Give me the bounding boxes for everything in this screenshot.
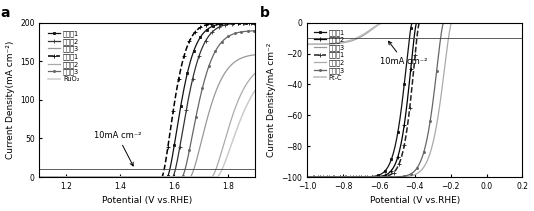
Legend: 实施例1, 实施例2, 实施例3, 对比例1, 对比例2, 对比例3, Pt-C: 实施例1, 实施例2, 实施例3, 对比例1, 对比例2, 对比例3, Pt-C	[313, 28, 346, 82]
X-axis label: Potential (V vs.RHE): Potential (V vs.RHE)	[102, 196, 192, 206]
Y-axis label: Current Density(mA cm⁻²): Current Density(mA cm⁻²)	[5, 41, 14, 159]
Text: b: b	[260, 6, 270, 20]
Text: 10mA cm⁻²: 10mA cm⁻²	[380, 41, 428, 66]
Legend: 实施例1, 实施例2, 实施例3, 对比例1, 对比例2, 对比例3, RuO₂: 实施例1, 实施例2, 实施例3, 对比例1, 对比例2, 对比例3, RuO₂	[47, 29, 81, 84]
X-axis label: Potential (V vs.RHE): Potential (V vs.RHE)	[370, 196, 460, 206]
Text: 10mA cm⁻²: 10mA cm⁻²	[94, 131, 141, 166]
Text: a: a	[1, 6, 10, 20]
Y-axis label: Current Density/mA cm⁻²: Current Density/mA cm⁻²	[267, 43, 276, 157]
